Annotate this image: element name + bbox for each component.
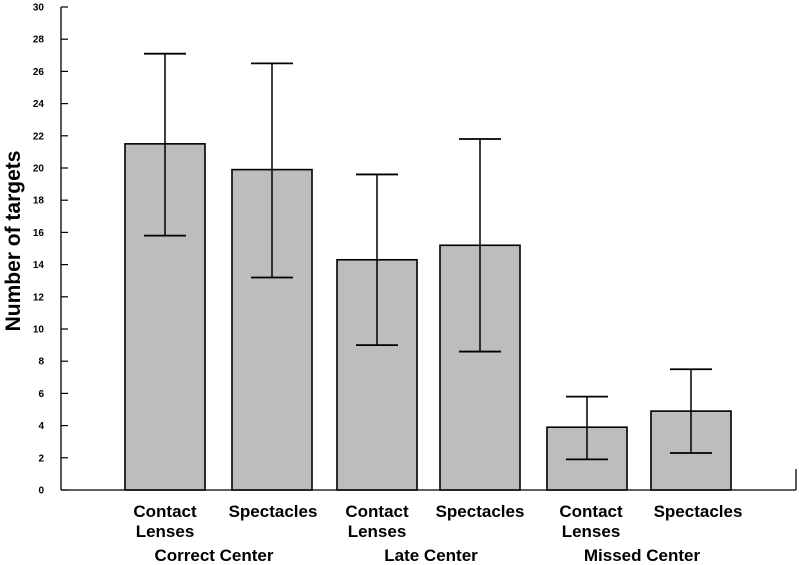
error-bar (356, 173, 398, 347)
error-bar (251, 62, 293, 279)
y-tick-label: 30 (33, 3, 45, 14)
error-bar (459, 138, 501, 353)
x-category-label: Spectacles (229, 502, 318, 521)
y-tick-label: 12 (33, 292, 45, 303)
y-tick-label: 0 (38, 486, 44, 497)
group-label: Late Center (384, 546, 478, 565)
error-bar (670, 368, 712, 454)
y-tick-label: 18 (33, 196, 45, 207)
y-tick-label: 10 (33, 325, 45, 336)
y-tick-label: 6 (38, 389, 44, 400)
y-tick-label: 20 (33, 164, 45, 175)
group-label: Missed Center (584, 546, 701, 565)
y-axis-label: Number of targets (2, 151, 25, 332)
y-tick-label: 8 (38, 357, 44, 368)
y-tick-label: 4 (38, 421, 44, 432)
x-labels: Contact Lenses Spectacles Contact Lenses Spec… (133, 502, 742, 541)
error-bar (144, 52, 186, 237)
y-tick-label: 14 (33, 260, 45, 271)
group-labels: Correct Center Late Center Missed Center (154, 546, 700, 565)
y-tick-label: 16 (33, 228, 45, 239)
bar (439, 244, 521, 491)
error-bars (144, 52, 712, 461)
y-tick-label: 24 (33, 99, 45, 110)
x-category-label: Spectacles (654, 502, 743, 521)
group-label: Correct Center (154, 546, 273, 565)
y-tick-label: 28 (33, 35, 45, 46)
error-bar (566, 395, 608, 461)
x-category-label: Contact Lenses (345, 502, 409, 541)
x-category-label: Contact Lenses (559, 502, 623, 541)
x-category-label: Contact Lenses (133, 502, 197, 541)
y-tick-label: 22 (33, 131, 45, 142)
bars (124, 143, 732, 491)
x-category-label: Spectacles (436, 502, 525, 521)
y-tick-label: 2 (38, 453, 44, 464)
y-tick-label: 26 (33, 67, 45, 78)
